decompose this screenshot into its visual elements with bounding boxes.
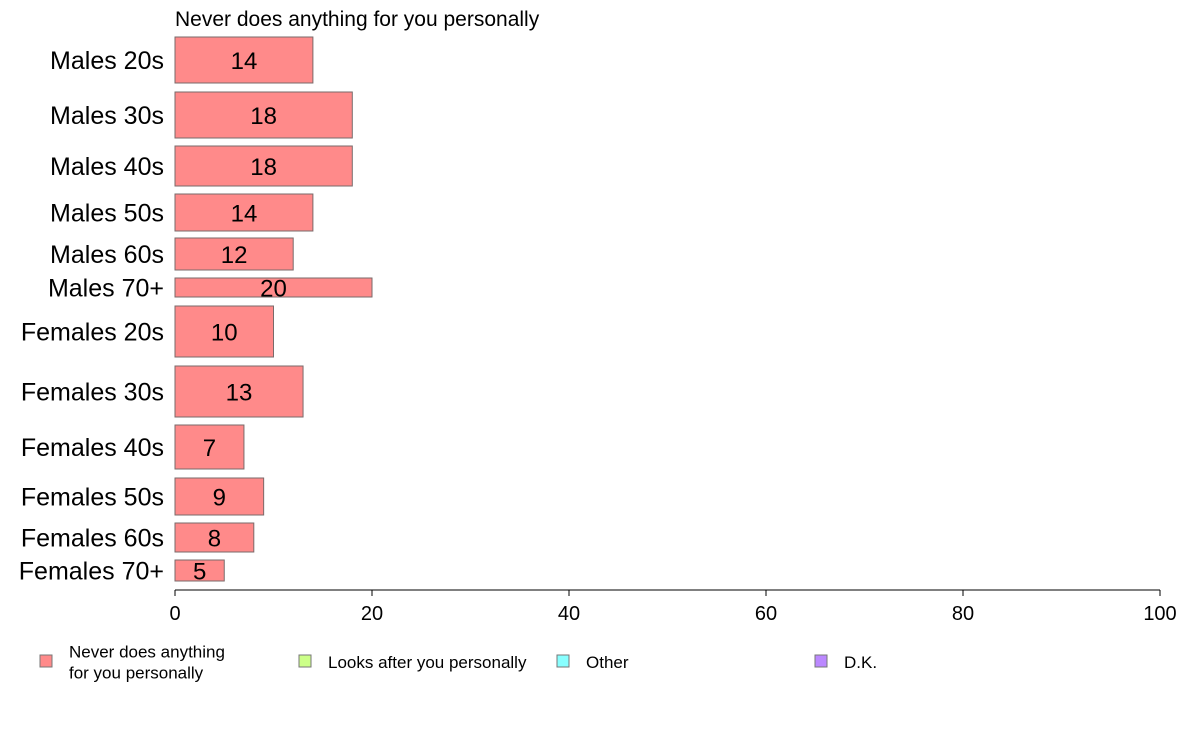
bar-row: Males 70+ 20: [48, 275, 373, 303]
category-label: Females 60s: [21, 525, 164, 553]
legend-item: D.K.: [814, 653, 877, 672]
x-tick-label: 60: [755, 603, 777, 625]
legend-label: for you personally: [69, 664, 204, 683]
x-tick-label: 80: [952, 603, 974, 625]
bar: [174, 237, 294, 271]
bar: [174, 36, 314, 84]
category-label: Females 70+: [19, 558, 164, 586]
bar-row: Males 30s 18: [50, 91, 353, 139]
legend-label: Looks after you personally: [328, 653, 527, 672]
legend-swatch: [39, 654, 53, 668]
bar: [174, 559, 225, 582]
legend-swatch: [814, 654, 828, 668]
bar: [174, 477, 265, 516]
bar: [174, 277, 373, 298]
bar-row: Females 70+ 5: [19, 558, 225, 586]
legend-item: Other: [556, 653, 629, 672]
x-tick-label: 40: [558, 603, 580, 625]
bar: [174, 365, 304, 418]
bar: [174, 193, 314, 232]
chart-title: Never does anything for you personally: [175, 8, 540, 31]
bar: [174, 522, 255, 553]
data-label: 13: [226, 380, 253, 407]
category-label: Males 20s: [50, 47, 164, 75]
legend-label: Never does anything: [69, 643, 225, 662]
category-label: Females 40s: [21, 434, 164, 462]
data-label: 14: [231, 201, 258, 228]
data-label: 12: [221, 242, 248, 269]
category-label: Males 70+: [48, 275, 164, 303]
legend: Never does anything for you personally Loo…: [39, 643, 877, 683]
data-label: 9: [213, 485, 226, 512]
bar: [174, 91, 353, 139]
category-label: Males 50s: [50, 200, 164, 228]
data-label: 10: [211, 320, 238, 347]
bar: [174, 424, 245, 470]
legend-item: Never does anything for you personally: [39, 643, 225, 683]
bars-layer: Males 20s 14 Males 30s 18 Males 40s 18 Males 5…: [19, 36, 373, 586]
legend-swatch: [556, 654, 570, 668]
bar-row: Males 40s 18: [50, 145, 353, 187]
bar-row: Females 40s 7: [21, 424, 245, 470]
x-tick-label: 100: [1143, 603, 1176, 625]
data-label: 18: [250, 154, 277, 181]
x-tick-label: 20: [361, 603, 383, 625]
bar-row: Males 50s 14: [50, 193, 314, 232]
data-label: 8: [208, 526, 221, 553]
data-label: 14: [231, 48, 258, 75]
bar: [174, 145, 353, 187]
x-axis: 0 20 40 60 80 100: [169, 589, 1177, 625]
category-label: Males 60s: [50, 241, 164, 269]
x-tick-label: 0: [169, 603, 180, 625]
category-label: Males 30s: [50, 102, 164, 130]
bar-row: Females 30s 13: [21, 365, 304, 418]
category-label: Females 50s: [21, 484, 164, 512]
category-label: Females 30s: [21, 379, 164, 407]
legend-swatch: [298, 654, 312, 668]
bar-row: Females 60s 8: [21, 522, 255, 553]
bar-row: Males 60s 12: [50, 237, 294, 271]
legend-label: Other: [586, 653, 629, 672]
data-label: 5: [193, 559, 206, 586]
data-label: 20: [260, 276, 287, 303]
data-label: 18: [250, 103, 277, 130]
bar-row: Males 20s 14: [50, 36, 314, 84]
bar-row: Females 20s 10: [21, 305, 274, 358]
bar-row: Females 50s 9: [21, 477, 265, 516]
bar: [174, 305, 274, 358]
category-label: Males 40s: [50, 153, 164, 181]
legend-label: D.K.: [844, 653, 877, 672]
category-label: Females 20s: [21, 319, 164, 347]
data-label: 7: [203, 435, 216, 462]
legend-item: Looks after you personally: [298, 653, 527, 672]
